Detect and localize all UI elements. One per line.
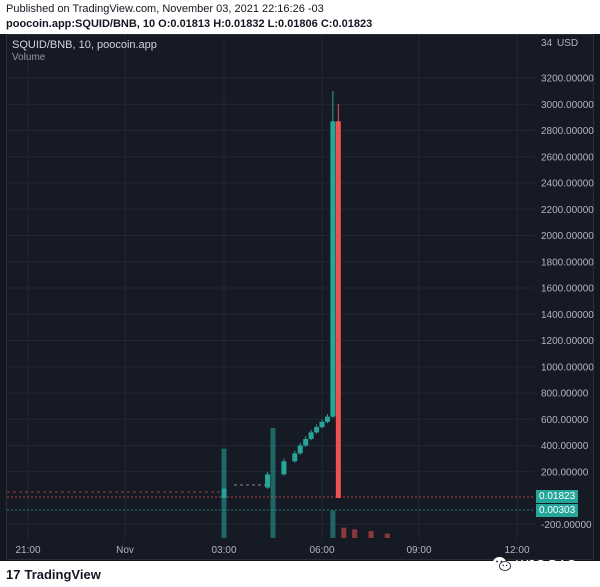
price-tick-label: 800.00000: [541, 389, 589, 400]
watermark: W3C DAO: [492, 551, 596, 577]
tradingview-logo-icon: 17: [6, 567, 21, 582]
candle-body: [324, 416, 330, 422]
published-header: Published on TradingView.com, November 0…: [0, 0, 600, 34]
candle-body: [308, 432, 314, 439]
candle-body: [292, 453, 298, 462]
ohlc-readout: poocoin.app:SQUID/BNB, 10 O:0.01813 H:0.…: [6, 18, 373, 30]
volume-bar: [368, 531, 374, 538]
tradingview-brand: TradingView: [24, 567, 101, 582]
price-tick-label: 2400.00000: [541, 179, 594, 190]
price-tick-label: 1200.00000: [541, 336, 594, 347]
volume-price-tag: 0.00303: [536, 504, 579, 517]
price-scale-top-label: 34: [541, 38, 553, 49]
price-tick-label: 2800.00000: [541, 126, 594, 137]
volume-bar: [330, 510, 336, 538]
time-tick-label: 03:00: [211, 545, 236, 556]
candle-body: [281, 461, 287, 475]
candle-body: [330, 121, 336, 417]
price-tick-label: 600.00000: [541, 415, 589, 426]
time-tick-label: 21:00: [15, 545, 40, 556]
price-tick-label: 200.00000: [541, 467, 589, 478]
watermark-text: W3C DAO: [516, 556, 577, 572]
volume-bar: [341, 527, 347, 538]
time-tick-label: Nov: [116, 545, 134, 556]
price-tick-label: 3200.00000: [541, 74, 594, 85]
wechat-icon: [493, 557, 511, 571]
last-price-tag: 0.01823: [536, 490, 579, 503]
published-text: Published on TradingView.com, November 0…: [6, 3, 324, 15]
candle-body: [335, 121, 341, 498]
candle-body: [319, 421, 325, 428]
price-tick-label: 400.00000: [541, 441, 589, 452]
tradingview-logo[interactable]: 17 TradingView: [6, 567, 101, 582]
price-tick-label: -200.00000: [541, 520, 592, 531]
legend-volume[interactable]: Volume: [12, 52, 46, 63]
candle-body: [314, 427, 320, 433]
time-tick-label: 12:00: [504, 545, 529, 556]
volume-bar: [384, 533, 390, 538]
price-tick-label: 1400.00000: [541, 310, 594, 321]
time-tick-label: 09:00: [406, 545, 431, 556]
candle-body: [303, 438, 309, 446]
volume-bar: [352, 529, 358, 538]
price-tick-label: 3000.00000: [541, 100, 594, 111]
volume-bar: [270, 428, 276, 538]
time-tick-label: 06:00: [309, 545, 334, 556]
price-tick-label: 1000.00000: [541, 362, 594, 373]
legend-symbol[interactable]: SQUID/BNB, 10, poocoin.app: [12, 39, 157, 51]
price-tick-label: 1800.00000: [541, 257, 594, 268]
candle-body: [221, 488, 227, 498]
price-tick-label: 2600.00000: [541, 152, 594, 163]
chart-pane[interactable]: [6, 34, 594, 560]
price-tick-label: 2200.00000: [541, 205, 594, 216]
price-tick-label: 2000.00000: [541, 231, 594, 242]
price-tick-label: 1600.00000: [541, 284, 594, 295]
candle-body: [265, 474, 271, 488]
candle-body: [297, 445, 303, 454]
currency-label[interactable]: USD: [557, 38, 579, 49]
